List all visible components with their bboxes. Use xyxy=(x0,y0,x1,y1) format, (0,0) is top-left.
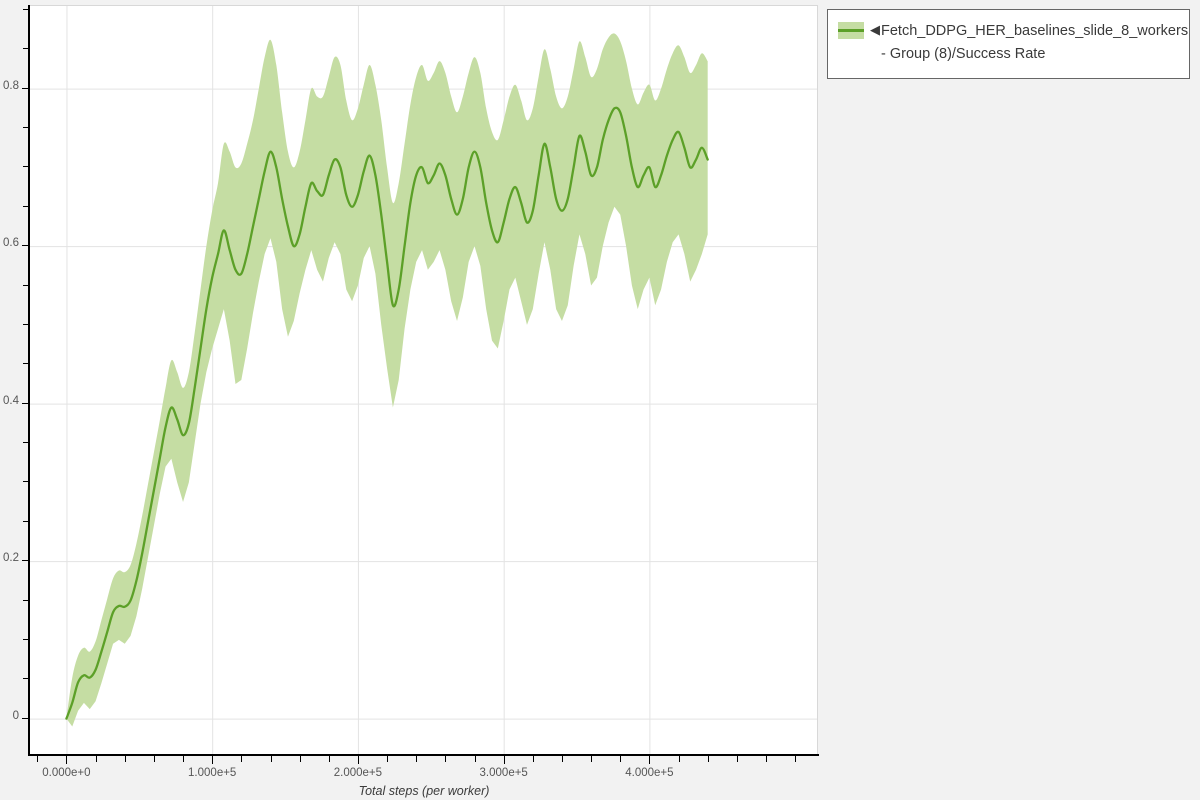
y-tick-minor xyxy=(23,323,30,325)
y-tick-minor xyxy=(23,442,30,443)
plot-area xyxy=(29,5,818,755)
x-tick-label: 2.000e+5 xyxy=(333,767,383,779)
x-tick-minor xyxy=(445,755,447,762)
x-tick-major xyxy=(212,755,214,764)
confidence-band xyxy=(66,33,708,727)
x-tick-label: 3.000e+5 xyxy=(479,767,528,779)
y-tick-label: 0 xyxy=(12,709,19,722)
y-tick-minor xyxy=(23,638,30,640)
x-tick-major xyxy=(357,755,359,764)
x-tick-minor xyxy=(153,755,155,762)
x-tick-major xyxy=(503,755,505,764)
y-tick-minor xyxy=(23,520,30,522)
x-tick-label: 4.000e+5 xyxy=(625,767,674,779)
y-axis-line xyxy=(28,5,30,756)
y-tick-label: 0.2 xyxy=(3,552,19,565)
y-tick-label: 0.4 xyxy=(3,394,19,407)
x-tick-minor xyxy=(328,755,330,762)
x-tick-minor xyxy=(387,755,389,762)
x-tick-label: 0.000e+0 xyxy=(42,767,91,779)
legend-line-swatch xyxy=(838,29,864,32)
x-tick-minor xyxy=(474,755,476,762)
x-tick-minor xyxy=(766,755,767,762)
y-tick-major xyxy=(22,402,30,404)
y-tick-minor xyxy=(23,678,30,680)
y-tick-major xyxy=(22,717,30,719)
y-tick-minor xyxy=(23,166,30,168)
y-tick-minor xyxy=(23,599,30,601)
x-tick-major xyxy=(649,755,651,764)
x-tick-minor xyxy=(736,755,738,762)
x-tick-minor xyxy=(532,755,534,762)
x-tick-minor xyxy=(37,755,39,762)
x-tick-minor xyxy=(241,755,243,762)
x-tick-minor xyxy=(299,755,301,762)
x-tick-minor xyxy=(707,755,709,762)
x-tick-label: 1.000e+5 xyxy=(188,767,237,779)
y-tick-label: 0.6 xyxy=(3,237,19,250)
legend-color-swatch xyxy=(838,22,864,39)
x-tick-minor xyxy=(124,755,126,762)
x-tick-minor xyxy=(416,755,418,762)
y-tick-major xyxy=(22,87,30,89)
x-tick-minor xyxy=(795,755,797,762)
x-tick-minor xyxy=(591,755,593,762)
legend-entry-label: Fetch_DDPG_HER_baselines_slide_8_workers… xyxy=(881,23,1189,62)
legend[interactable]: ◀ Fetch_DDPG_HER_baselines_slide_8_worke… xyxy=(827,9,1190,79)
y-tick-label: 0.8 xyxy=(3,79,19,92)
y-tick-minor xyxy=(23,48,30,50)
x-tick-major xyxy=(66,755,68,764)
x-tick-minor xyxy=(270,755,272,762)
y-tick-minor xyxy=(23,481,30,483)
legend-entry[interactable]: ◀ Fetch_DDPG_HER_baselines_slide_8_worke… xyxy=(838,20,1188,66)
x-tick-minor xyxy=(183,755,184,762)
left-triangle-icon: ◀ xyxy=(870,22,880,37)
x-axis-line xyxy=(29,754,819,756)
y-tick-minor xyxy=(23,127,30,128)
x-tick-minor xyxy=(678,755,680,762)
x-tick-minor xyxy=(620,755,622,762)
y-tick-minor xyxy=(23,284,30,286)
y-tick-minor xyxy=(23,8,30,10)
mean-line xyxy=(65,106,709,720)
x-tick-minor xyxy=(95,755,97,762)
plot-svg xyxy=(30,6,817,754)
y-tick-major xyxy=(22,560,30,562)
y-tick-major xyxy=(22,245,30,247)
y-tick-minor xyxy=(23,363,30,365)
x-axis-title: Total steps (per worker) xyxy=(358,784,490,798)
x-tick-minor xyxy=(562,755,563,762)
y-tick-minor xyxy=(23,205,30,207)
